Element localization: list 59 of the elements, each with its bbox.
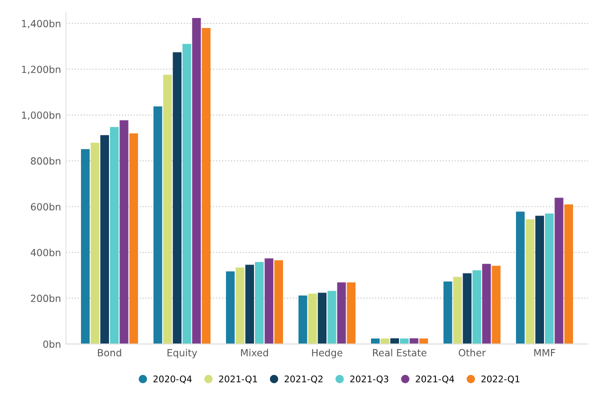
bar [192, 18, 201, 344]
bar [535, 216, 544, 344]
bar [120, 120, 128, 344]
bar [202, 28, 211, 344]
bar [443, 281, 452, 344]
bar [80, 149, 90, 344]
bar [226, 271, 235, 344]
bar [410, 338, 418, 344]
x-tick-label: Equity [168, 348, 198, 358]
bar [153, 106, 162, 344]
bar [163, 74, 172, 344]
bar [564, 204, 574, 344]
bar [308, 294, 317, 344]
y-tick-label: 800bn [30, 157, 60, 165]
legend-label: 2022-Q1 [481, 376, 520, 384]
bar [90, 142, 100, 344]
x-tick-label: Hedge [312, 348, 342, 358]
bar [264, 258, 274, 344]
bar [236, 268, 244, 344]
x-tick-label: MMF [534, 349, 556, 356]
bar [245, 264, 254, 344]
bar [129, 133, 138, 344]
bar [172, 52, 182, 344]
bar [327, 290, 336, 344]
bar [110, 126, 119, 344]
legend-label: 2021-Q4 [416, 376, 454, 384]
bar [492, 266, 501, 344]
y-tick-label: 600bn [30, 202, 60, 210]
bar [554, 198, 564, 344]
y-tick-label: 400bn [30, 248, 60, 256]
bar [482, 264, 491, 344]
y-tick-label: 1,400bn [22, 20, 60, 28]
y-tick-label: 1,000bn [22, 111, 60, 120]
bar [346, 282, 356, 344]
bar [318, 292, 327, 344]
bar [472, 270, 482, 344]
bar [380, 338, 390, 344]
bar [337, 282, 346, 344]
bar [100, 135, 110, 344]
x-tick-label: Other [458, 348, 486, 356]
y-tick-label: 0bn [43, 340, 60, 348]
x-tick-label: Bond [98, 348, 122, 356]
legend-label: 2021-Q2 [284, 376, 322, 384]
y-tick-label: 1,200bn [22, 66, 60, 74]
bar [462, 273, 472, 344]
x-tick-label: Real Estate [373, 348, 426, 356]
x-tick-label: Mixed [241, 348, 268, 356]
y-tick-label: 200bn [30, 294, 60, 302]
legend-label: 2020-Q4 [153, 376, 192, 384]
bar [453, 276, 462, 344]
bar [298, 295, 308, 344]
bar [182, 44, 192, 344]
bar [526, 219, 534, 344]
bar [274, 260, 284, 344]
legend-label: 2021-Q3 [350, 376, 388, 384]
legend-label: 2021-Q1 [219, 376, 257, 384]
bar [544, 213, 554, 344]
bar [254, 262, 264, 344]
bar [516, 212, 525, 344]
